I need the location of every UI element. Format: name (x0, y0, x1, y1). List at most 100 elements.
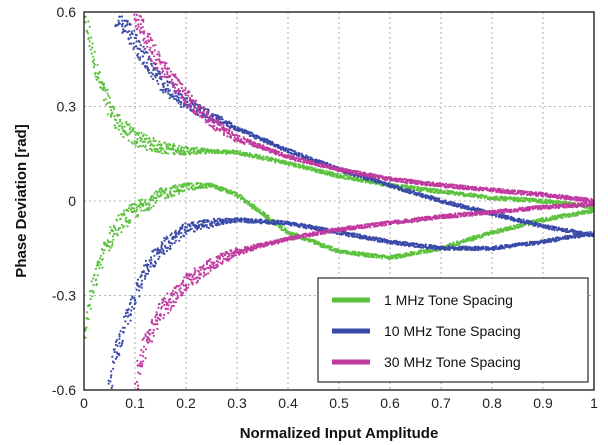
data-point (279, 222, 282, 225)
data-point (121, 31, 124, 34)
data-point (146, 51, 149, 54)
data-point (526, 243, 529, 247)
data-point (289, 221, 292, 224)
data-point (310, 240, 313, 243)
data-point (203, 148, 206, 151)
data-point (160, 244, 163, 247)
data-point (484, 248, 488, 252)
data-point (192, 221, 195, 224)
data-point (179, 103, 182, 106)
data-point (269, 221, 273, 224)
data-point (167, 195, 170, 198)
data-point (141, 198, 144, 201)
data-point (112, 238, 115, 241)
data-point (147, 137, 151, 140)
data-point (115, 23, 118, 26)
data-point (125, 220, 128, 223)
data-point (254, 154, 257, 157)
data-point (503, 227, 506, 230)
data-point (91, 60, 94, 63)
data-point (197, 226, 200, 229)
data-point (131, 203, 134, 206)
data-point (103, 241, 107, 244)
data-point (145, 65, 148, 68)
data-point (164, 197, 167, 200)
data-point (376, 238, 380, 241)
data-point (138, 295, 141, 298)
data-point (118, 227, 122, 230)
data-point (172, 95, 176, 98)
data-point (163, 252, 166, 255)
data-point (404, 185, 407, 188)
data-point (99, 263, 102, 266)
data-point (184, 222, 187, 225)
data-point (107, 241, 110, 244)
data-point (154, 201, 157, 204)
data-point (457, 205, 460, 208)
data-point (178, 144, 181, 147)
data-point (140, 274, 143, 277)
data-point (470, 247, 473, 250)
data-point (409, 254, 412, 257)
data-point (92, 277, 95, 280)
data-point (509, 228, 512, 231)
data-point (153, 254, 156, 257)
data-point (173, 97, 176, 100)
data-point (496, 228, 499, 231)
data-point (116, 219, 119, 222)
data-point (454, 202, 457, 205)
data-point (494, 215, 498, 218)
data-point (120, 344, 123, 347)
data-point (467, 248, 471, 251)
data-point (160, 251, 163, 254)
data-point (255, 207, 258, 210)
data-point (136, 278, 140, 281)
data-point (398, 252, 401, 256)
data-point (108, 105, 111, 108)
data-point (534, 221, 537, 224)
data-point (146, 67, 150, 70)
data-point (571, 212, 575, 215)
data-point (124, 30, 127, 33)
data-point (85, 9, 87, 11)
data-point (259, 220, 262, 223)
data-point (187, 223, 190, 226)
data-point (290, 224, 293, 227)
data-point (146, 268, 150, 271)
data-point (106, 88, 109, 91)
data-point (512, 243, 515, 246)
data-point (238, 193, 241, 196)
data-point (148, 140, 152, 143)
data-point (376, 240, 379, 243)
data-point (169, 248, 172, 251)
data-point (132, 142, 135, 145)
data-point (469, 192, 473, 195)
data-point (479, 236, 482, 239)
data-point (554, 214, 557, 218)
data-point (133, 299, 136, 302)
data-point (212, 115, 215, 118)
data-point (300, 223, 303, 226)
data-point (463, 247, 467, 250)
data-point (149, 256, 153, 259)
data-point (83, 6, 85, 8)
data-point (218, 223, 221, 226)
data-point (365, 235, 368, 238)
data-point (221, 121, 224, 124)
data-point (165, 188, 168, 192)
data-point (138, 289, 141, 292)
data-point (152, 69, 155, 72)
data-point (153, 74, 156, 77)
data-point (173, 194, 176, 197)
data-point (154, 76, 157, 79)
data-point (184, 152, 187, 155)
data-point (234, 152, 237, 155)
data-point (500, 230, 503, 233)
data-point (456, 246, 459, 249)
data-point (129, 23, 132, 26)
data-point (113, 226, 117, 229)
data-point (152, 77, 155, 81)
data-point (482, 195, 485, 198)
data-point (108, 249, 111, 252)
data-point (349, 251, 352, 254)
